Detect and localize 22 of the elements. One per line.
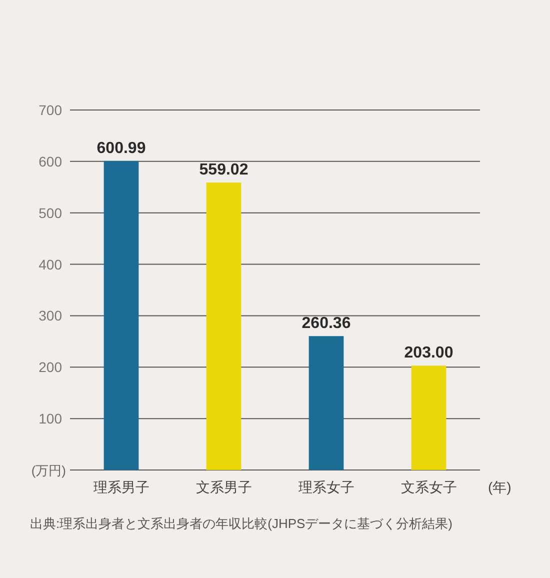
y-tick-label: 300 bbox=[38, 308, 62, 324]
x-tick-label: 文系男子 bbox=[196, 479, 252, 495]
data-label: 559.02 bbox=[199, 162, 248, 179]
y-tick-label: 600 bbox=[38, 153, 62, 170]
bar bbox=[308, 336, 344, 470]
data-label: 600.99 bbox=[96, 140, 146, 157]
x-tick-label: 文系女子 bbox=[400, 479, 457, 495]
x-tick-label: 理系男子 bbox=[93, 479, 150, 495]
x-tick-label: 理系女子 bbox=[298, 479, 354, 495]
y-tick-label: 700 bbox=[38, 102, 62, 118]
bar bbox=[206, 182, 242, 470]
y-axis-title: (万円) bbox=[31, 463, 66, 478]
x-axis-title: (年) bbox=[488, 479, 512, 495]
bar bbox=[104, 160, 139, 470]
bar bbox=[411, 366, 446, 470]
source-note: 出典:理系出身者と文系出身者の年収比較(JHPSデータに基づく分析結果) bbox=[30, 516, 452, 531]
y-tick-label: 200 bbox=[38, 359, 62, 376]
y-tick-label: 400 bbox=[38, 256, 62, 272]
y-tick-label: 100 bbox=[38, 410, 62, 427]
data-label: 203.00 bbox=[404, 344, 454, 362]
data-label: 260.36 bbox=[302, 315, 351, 332]
y-tick-label: 500 bbox=[38, 204, 62, 221]
